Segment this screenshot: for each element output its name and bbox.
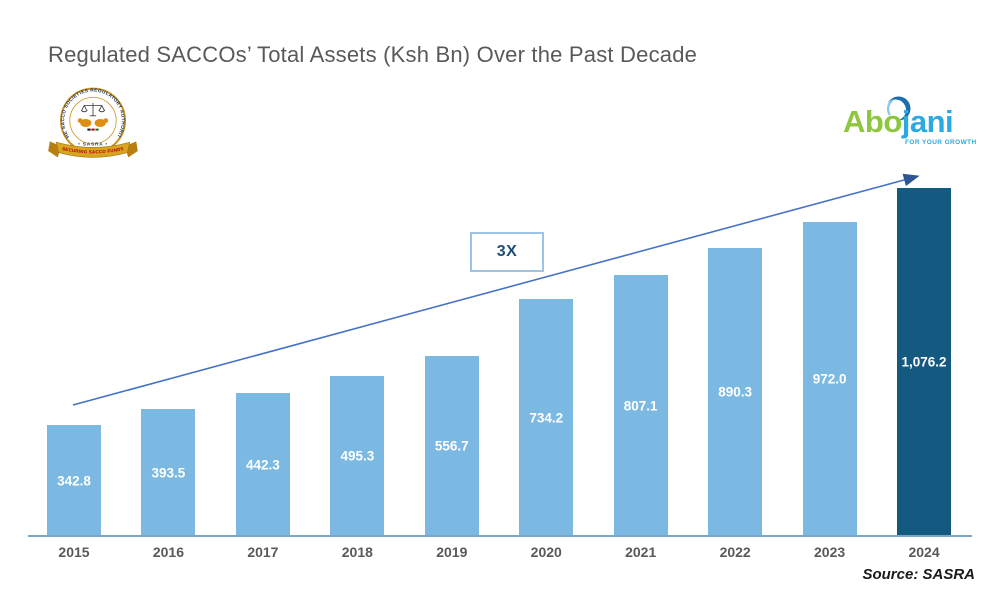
bar-value-label: 556.7 <box>434 438 469 454</box>
seal-ribbon-text: SECURING SACCO FUNDS <box>62 146 124 154</box>
sasra-logo: THE SACCO SOCIETIES REGULATORY AUTHORITY… <box>45 83 138 158</box>
x-axis-label-2019: 2019 <box>436 544 468 560</box>
x-axis-label-2022: 2022 <box>719 544 751 560</box>
source-note: Source: SASRA <box>862 566 975 583</box>
abojani-wordmark-green: Abo <box>843 104 902 139</box>
abojani-logo: Abojani FOR YOUR GROWTH <box>843 95 983 150</box>
bar-2018: 495.3 <box>330 376 385 536</box>
bar-2017: 442.3 <box>235 393 290 536</box>
bar-value-label: 734.2 <box>529 410 564 425</box>
bar-value-label: 342.8 <box>57 473 91 488</box>
abojani-wordmark: Abojani <box>843 104 954 140</box>
abojani-tagline: FOR YOUR GROWTH <box>905 139 977 146</box>
x-axis-label-2020: 2020 <box>530 544 562 560</box>
page-title: Regulated SACCOs’ Total Assets (Ksh Bn) … <box>48 42 698 67</box>
bar-2016: 393.5 <box>141 409 196 536</box>
bar-2020: 734.2 <box>519 299 574 536</box>
bar-2023: 972.0 <box>802 222 857 536</box>
seal-ribbon: SECURING SACCO FUNDS <box>48 141 138 158</box>
x-axis-label-2024: 2024 <box>908 544 940 560</box>
bar-value-label: 495.3 <box>340 448 375 464</box>
bar-value-label: 890.3 <box>718 384 753 400</box>
bar-2022: 890.3 <box>708 248 763 536</box>
multiplier-badge: 3X <box>470 232 544 272</box>
bar-value-label: 442.3 <box>245 457 280 472</box>
bar-2021: 807.1 <box>613 275 668 536</box>
x-axis-label-2023: 2023 <box>814 544 846 560</box>
bar-2024: 1,076.2 <box>897 188 952 536</box>
x-axis-label-2017: 2017 <box>247 544 279 560</box>
x-axis-label-2015: 2015 <box>58 544 90 560</box>
bar-2015: 342.8 <box>47 425 101 536</box>
flag-marks <box>87 128 99 131</box>
scales-icon <box>80 103 106 117</box>
abojani-globe-icon <box>885 96 911 121</box>
x-axis-label-2018: 2018 <box>341 544 373 560</box>
x-axis-label-2016: 2016 <box>152 544 185 560</box>
x-axis-label-2021: 2021 <box>625 544 657 560</box>
seal-name: • SASRA • <box>78 141 108 147</box>
bar-value-label: 807.1 <box>623 398 658 413</box>
bar-value-label: 972.0 <box>812 371 847 387</box>
bar-2019: 556.7 <box>424 356 479 536</box>
x-axis-line <box>28 535 972 537</box>
abojani-wordmark-blue: jani <box>901 104 954 139</box>
bar-value-label: 1,076.2 <box>901 354 947 370</box>
lions-icon <box>77 118 109 127</box>
seal-inner-ring <box>69 97 117 145</box>
bar-value-label: 393.5 <box>151 465 186 480</box>
